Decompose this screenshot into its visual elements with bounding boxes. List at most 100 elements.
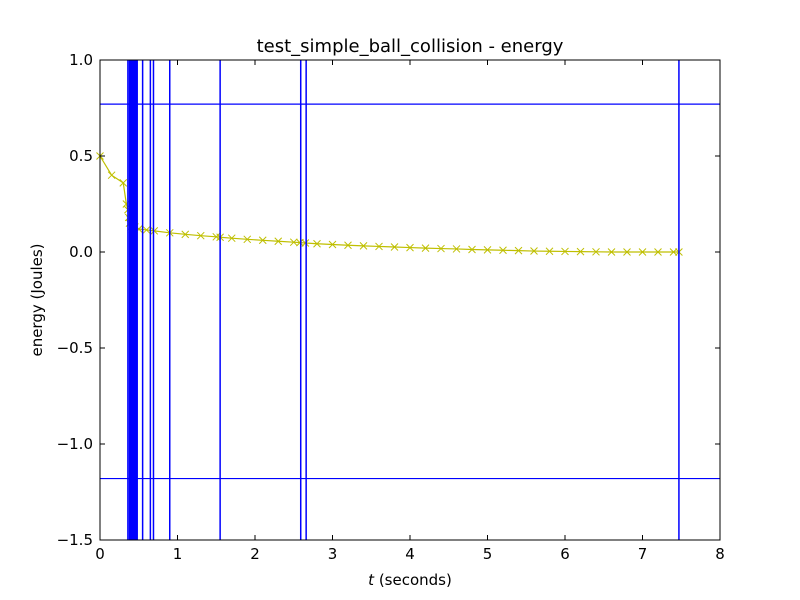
- marker-stroke: [390, 243, 399, 251]
- marker-stroke: [107, 171, 116, 180]
- marker-stroke: [437, 244, 445, 253]
- marker-stroke: [638, 248, 647, 256]
- marker-stroke: [212, 232, 221, 241]
- y-tick-label: 0.5: [69, 147, 93, 165]
- x-tick-label: 7: [638, 545, 648, 563]
- marker-stroke: [119, 179, 128, 187]
- data-point-marker: [483, 246, 492, 254]
- data-point-marker: [561, 247, 569, 256]
- marker-stroke: [150, 227, 159, 235]
- data-point-marker: [654, 248, 662, 256]
- data-point-marker: [499, 246, 507, 255]
- data-point-marker: [623, 248, 631, 256]
- data-point-marker: [289, 238, 298, 247]
- marker-stroke: [274, 237, 283, 246]
- x-axis-variable: t: [368, 571, 375, 589]
- data-point-marker: [301, 239, 310, 247]
- data-point-marker: [227, 234, 236, 243]
- marker-stroke: [142, 226, 151, 234]
- data-point-marker: [545, 247, 554, 256]
- data-point-marker: [437, 244, 445, 253]
- y-tick-label: 1.0: [69, 51, 93, 69]
- data-point-marker: [607, 248, 616, 256]
- marker-stroke: [375, 242, 383, 251]
- data-point-marker: [592, 247, 600, 256]
- marker-stroke: [181, 230, 190, 239]
- x-tick-label: 3: [328, 545, 338, 563]
- data-point-marker: [150, 227, 159, 235]
- marker-stroke: [452, 245, 461, 253]
- y-tick-label: −0.5: [57, 339, 93, 357]
- marker-stroke: [483, 246, 492, 254]
- x-tick-label: 4: [405, 545, 415, 563]
- x-axis-unit: (seconds): [374, 571, 452, 589]
- y-tick-label: 0.0: [69, 243, 93, 261]
- y-axis-label: energy (Joules): [28, 243, 46, 356]
- data-point-marker: [274, 237, 283, 246]
- marker-stroke: [561, 247, 569, 256]
- x-tick-label: 8: [715, 545, 725, 563]
- data-point-marker: [638, 248, 647, 256]
- data-point-marker: [406, 243, 414, 252]
- y-tick-label: −1.0: [57, 435, 93, 453]
- data-point-marker: [243, 235, 252, 244]
- x-tick-label: 5: [483, 545, 493, 563]
- marker-stroke: [592, 247, 600, 256]
- data-point-marker: [359, 242, 368, 250]
- marker-stroke: [359, 242, 368, 250]
- data-point-marker: [375, 242, 383, 251]
- vertical-lines: [127, 60, 680, 540]
- data-point-marker: [452, 245, 461, 253]
- marker-stroke: [328, 240, 337, 249]
- horizontal-lines: [100, 103, 720, 480]
- marker-stroke: [344, 241, 352, 250]
- marker-stroke: [514, 246, 523, 255]
- data-point-marker: [258, 236, 267, 245]
- data-point-marker: [468, 245, 476, 254]
- marker-stroke: [196, 231, 205, 240]
- x-tick-label: 0: [95, 545, 105, 563]
- data-point-marker: [514, 246, 523, 255]
- marker-stroke: [545, 247, 554, 256]
- marker-stroke: [406, 243, 414, 252]
- marker-stroke: [669, 248, 678, 256]
- marker-stroke: [623, 248, 631, 256]
- x-tick-label: 1: [173, 545, 183, 563]
- data-point-marker: [576, 247, 585, 256]
- marker-stroke: [654, 248, 662, 256]
- marker-stroke: [313, 239, 321, 248]
- marker-stroke: [258, 236, 267, 245]
- marker-stroke: [301, 239, 310, 247]
- chart-title: test_simple_ball_collision - energy: [257, 36, 564, 57]
- x-tick-label: 6: [560, 545, 570, 563]
- x-tick-label: 2: [250, 545, 260, 563]
- plot-area: [100, 60, 720, 540]
- ticks: 0 1 2 3 4 5 6 7 8 1.0 0.5 0.0 −0.5 −1.0 −1.5: [57, 51, 725, 563]
- data-point-marker: [390, 243, 399, 251]
- marker-stroke: [607, 248, 616, 256]
- marker-stroke: [227, 234, 236, 243]
- data-point-marker: [328, 240, 337, 249]
- data-point-marker: [669, 248, 678, 256]
- data-point-marker: [119, 179, 128, 187]
- y-tick-label: −1.5: [57, 531, 93, 549]
- marker-stroke: [289, 238, 298, 247]
- data-point-marker: [344, 241, 352, 250]
- marker-stroke: [468, 245, 476, 254]
- data-point-marker: [142, 226, 151, 234]
- data-point-marker: [107, 171, 116, 180]
- data-point-marker: [421, 244, 430, 253]
- marker-stroke: [122, 200, 131, 208]
- data-point-marker: [181, 230, 190, 239]
- data-point-marker: [122, 200, 131, 208]
- marker-stroke: [576, 247, 585, 256]
- x-axis-label: t (seconds): [368, 571, 452, 589]
- data-point-marker: [530, 247, 538, 255]
- data-point-marker: [196, 231, 205, 240]
- marker-stroke: [499, 246, 507, 255]
- marker-stroke: [530, 247, 538, 255]
- marker-stroke: [421, 244, 430, 253]
- marker-stroke: [243, 235, 252, 244]
- data-point-marker: [313, 239, 321, 248]
